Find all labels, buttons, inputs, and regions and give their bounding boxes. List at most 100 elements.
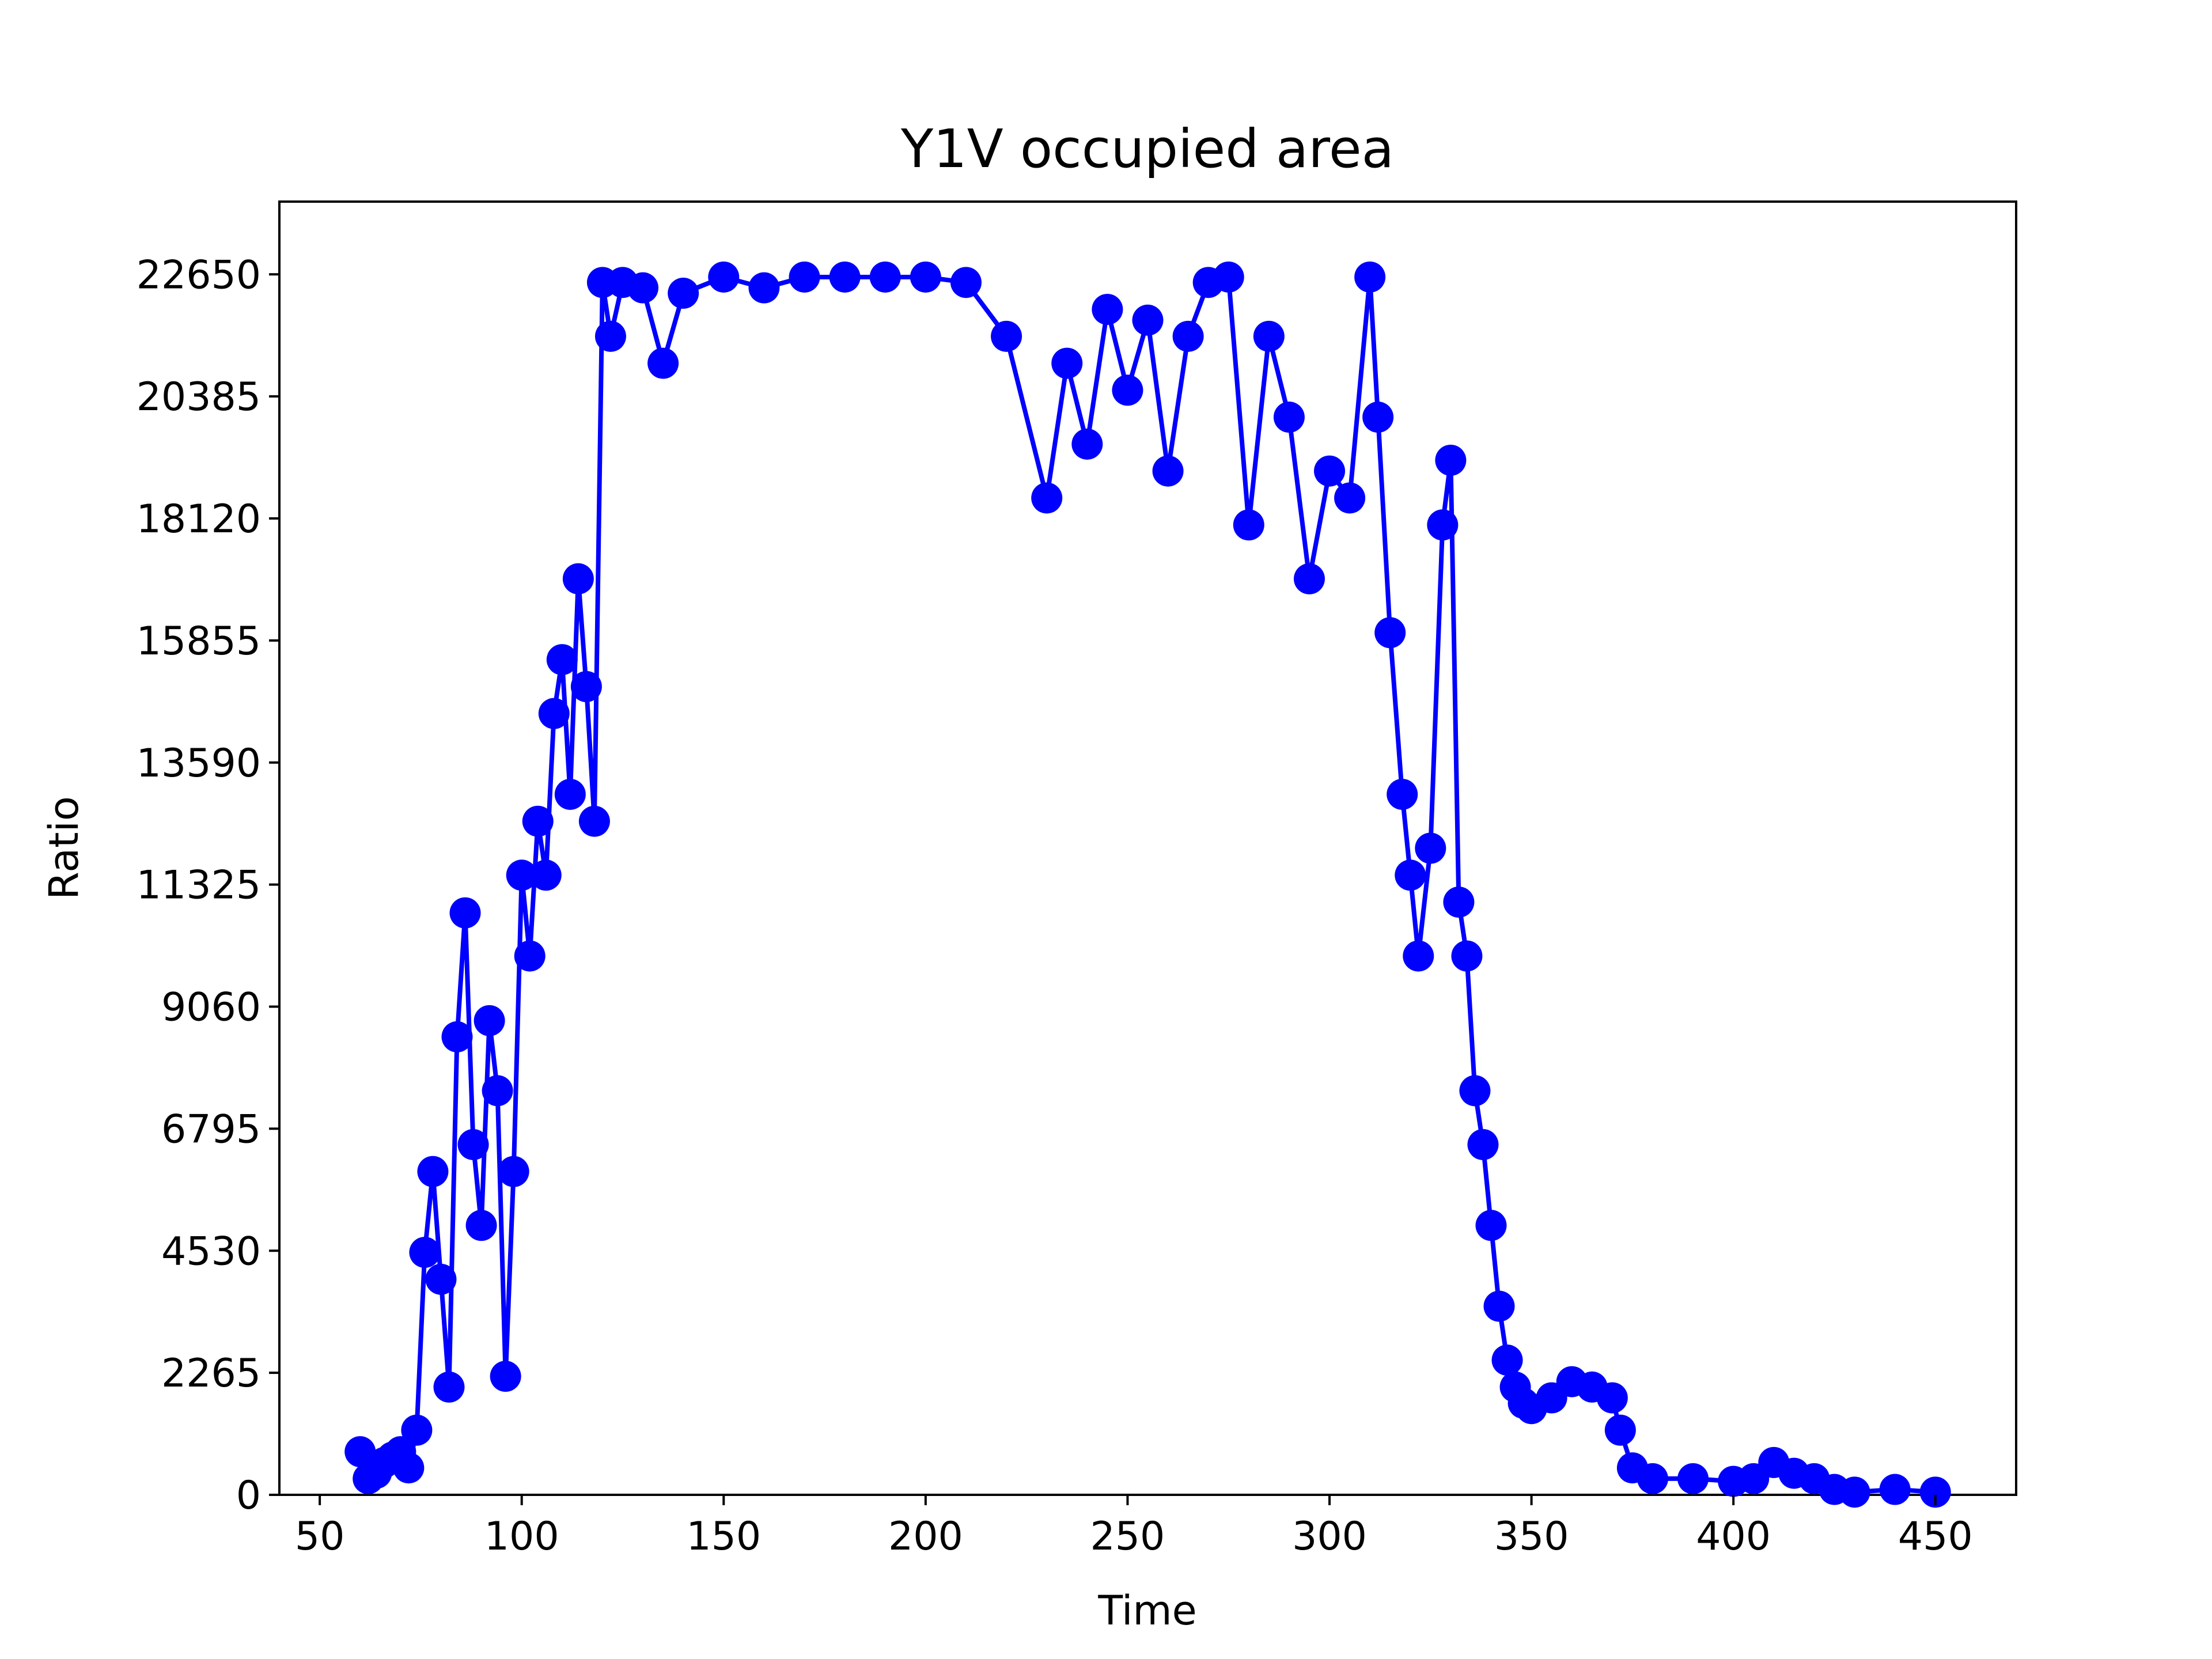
y-tick-label: 4530	[161, 1229, 261, 1274]
data-point	[1475, 1210, 1507, 1241]
data-point	[1387, 778, 1418, 810]
data-point	[506, 859, 537, 891]
data-point	[554, 778, 586, 810]
data-point	[344, 1436, 376, 1468]
data-point	[829, 261, 861, 293]
data-point	[1334, 482, 1366, 514]
y-axis-label: Ratio	[40, 796, 88, 900]
x-tick-label: 200	[888, 1514, 963, 1559]
data-point	[490, 1361, 521, 1392]
data-point	[1071, 428, 1103, 460]
x-tick-label: 250	[1090, 1514, 1165, 1559]
data-point	[1031, 482, 1063, 514]
x-tick-label: 450	[1898, 1514, 1973, 1559]
data-point	[1374, 617, 1406, 649]
y-tick-label: 22650	[137, 252, 261, 298]
data-point	[474, 1005, 505, 1036]
data-point	[991, 320, 1022, 352]
data-point	[1213, 261, 1244, 293]
data-point	[1403, 940, 1434, 972]
data-point	[789, 261, 820, 293]
data-point	[1415, 832, 1446, 864]
data-point	[1596, 1382, 1628, 1414]
data-point	[1451, 940, 1483, 972]
data-point	[482, 1075, 513, 1107]
data-point	[647, 347, 679, 379]
y-tick-label: 2265	[161, 1351, 261, 1396]
data-point	[1132, 304, 1164, 336]
data-point	[393, 1452, 425, 1484]
y-tick-label: 9060	[161, 985, 261, 1031]
chart-title: Y1V occupied area	[900, 118, 1394, 180]
x-tick-label: 350	[1494, 1514, 1569, 1559]
data-point	[708, 261, 740, 293]
data-point	[1152, 455, 1184, 487]
data-point	[1427, 509, 1459, 541]
data-point	[1314, 455, 1346, 487]
x-axis-label: Time	[1097, 1587, 1196, 1634]
data-point	[562, 563, 594, 594]
data-point	[869, 261, 901, 293]
y-tick-label: 13590	[137, 741, 261, 786]
data-point	[1362, 402, 1394, 433]
data-point	[1435, 445, 1467, 476]
data-point	[950, 267, 982, 298]
x-tick-label: 150	[686, 1514, 761, 1559]
data-point	[1459, 1075, 1491, 1107]
data-point	[1637, 1463, 1668, 1494]
data-point	[1604, 1414, 1636, 1446]
x-tick-label: 400	[1696, 1514, 1771, 1559]
y-tick-label: 11325	[137, 863, 261, 908]
data-point	[401, 1414, 433, 1446]
x-tick-label: 100	[484, 1514, 559, 1559]
y-tick-label: 0	[236, 1473, 261, 1518]
data-point	[668, 278, 699, 309]
data-point	[627, 272, 659, 304]
y-tick-label: 6795	[161, 1107, 261, 1152]
data-point	[594, 320, 626, 352]
axes-frame	[278, 200, 2017, 1496]
x-tick-label: 50	[295, 1514, 345, 1559]
y-axis: 0 2265 4530 6795 9060 11325 13590 15855 18120 203…	[137, 252, 279, 1518]
y-tick-label: 20385	[137, 374, 261, 420]
data-point	[1919, 1476, 1951, 1508]
data-point	[1677, 1463, 1709, 1494]
data-point	[748, 272, 780, 304]
data-point	[1112, 374, 1143, 406]
data-point	[433, 1371, 465, 1403]
data-point	[1293, 563, 1325, 594]
data-point	[417, 1156, 449, 1187]
data-point	[465, 1210, 497, 1241]
data-point	[910, 261, 941, 293]
y-tick-label: 18120	[137, 497, 261, 542]
data-point	[1253, 320, 1285, 352]
data-point	[1273, 402, 1305, 433]
data-point	[1172, 320, 1204, 352]
data-point	[578, 805, 610, 837]
data-point	[409, 1237, 441, 1268]
plot-area: 50 100 150 200 250 300 350 400 450 0 2265 4530 6795…	[137, 200, 2017, 1559]
data-point	[530, 859, 562, 891]
data-point	[514, 940, 546, 972]
data-point	[538, 698, 570, 729]
data-point	[546, 644, 578, 676]
data-point	[1092, 294, 1123, 325]
data-point	[1443, 887, 1475, 918]
x-axis: 50 100 150 200 250 300 350 400 450	[295, 1495, 1973, 1559]
y-tick-label: 15855	[137, 619, 261, 664]
data-point	[498, 1156, 529, 1187]
data-point	[441, 1021, 473, 1052]
x-tick-label: 300	[1292, 1514, 1367, 1559]
data-point	[522, 805, 554, 837]
data-point	[449, 897, 481, 929]
data-point	[1467, 1128, 1499, 1160]
series-layer	[344, 261, 1951, 1508]
data-point	[1395, 859, 1426, 891]
data-point	[425, 1263, 457, 1295]
data-point	[1879, 1474, 1911, 1505]
data-point	[1483, 1290, 1515, 1322]
data-point	[457, 1128, 489, 1160]
data-point	[1839, 1476, 1870, 1508]
